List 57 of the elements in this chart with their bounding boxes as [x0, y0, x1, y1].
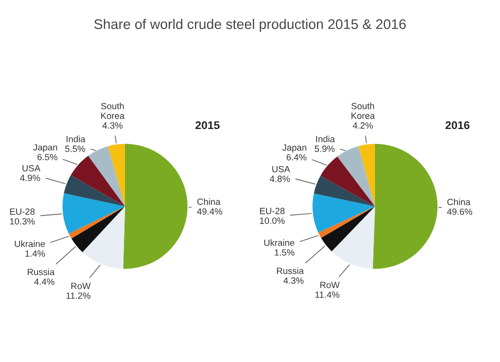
pie-slice [372, 144, 438, 269]
slice-label: South Korea [351, 102, 375, 119]
pie-slice [312, 194, 375, 233]
slice-label: Ukraine [14, 240, 45, 248]
slice-label: South Korea [101, 102, 125, 119]
text: 2016 [446, 121, 470, 130]
pie-slice [88, 146, 125, 206]
pie-slice [358, 144, 375, 206]
data-label: 4.4% [34, 278, 54, 285]
data-label: 4.3% [283, 277, 304, 284]
data-label: 5.5% [65, 146, 86, 152]
slice-label: Japan [33, 144, 58, 152]
slice-label: RoW [320, 282, 340, 288]
slice-label: Japan [282, 144, 306, 153]
slice-label: China [447, 198, 470, 206]
data-label: 4.2% [352, 122, 373, 129]
slice-label: India [316, 136, 335, 142]
slice-label: USA [272, 166, 290, 172]
text: 2015 [196, 121, 220, 130]
data-label: 49.4% [197, 208, 222, 215]
data-label: 11.4% [315, 292, 340, 298]
data-label: 49.6% [447, 208, 472, 215]
data-label: 10.0% [260, 218, 285, 224]
data-label: 10.3% [10, 218, 35, 225]
data-label: 4.9% [20, 174, 40, 182]
data-label: 6.5% [38, 154, 58, 160]
slice-label: India [66, 136, 86, 142]
slice-label: China [197, 198, 220, 205]
pie-slice [108, 144, 125, 206]
pie-slice [68, 206, 125, 239]
data-label: 6.4% [286, 154, 306, 160]
slice-label: USA [22, 164, 40, 172]
data-label: 1.4% [25, 250, 45, 257]
pie-slice [320, 156, 375, 206]
pie-slice [82, 206, 125, 269]
pie-slice [123, 144, 188, 269]
slice-label: EU-28 [260, 208, 285, 214]
pie-slice [314, 176, 375, 206]
slice-label: RoW [71, 282, 91, 290]
slice-label: Ukraine [264, 239, 294, 246]
data-label: 4.3% [102, 122, 122, 129]
pie-slice [337, 146, 375, 206]
slice-label: Russia [276, 267, 304, 274]
pie-slice [332, 206, 375, 269]
data-label: 5.9% [314, 146, 335, 152]
pie-slice [70, 156, 125, 206]
pie-slice [64, 175, 125, 206]
pie-slice [318, 206, 375, 238]
pie-slice [62, 193, 125, 234]
slice-label: Russia [28, 268, 55, 276]
data-label: 4.8% [270, 176, 290, 182]
data-label: 1.5% [274, 249, 294, 256]
data-label: 11.2% [66, 292, 90, 299]
pie-slice [321, 206, 375, 252]
slice-label: EU-28 [10, 208, 35, 215]
pie-slice [71, 206, 125, 252]
chart-title: Share of world crude steel production 2015 & 2016 [94, 18, 406, 32]
